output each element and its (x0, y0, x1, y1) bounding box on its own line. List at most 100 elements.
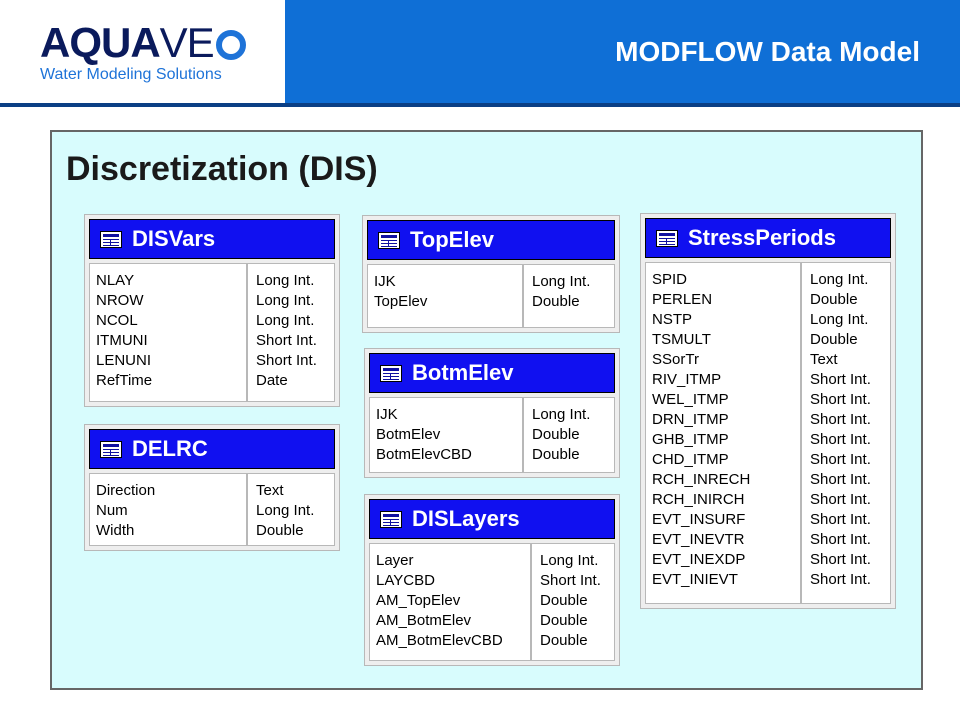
field-type: Double (256, 522, 304, 539)
field-name: RefTime (96, 372, 153, 389)
table-title: DELRC (132, 436, 208, 461)
table-header: DISVars (89, 219, 335, 259)
field-type: Short Int. (810, 571, 871, 588)
field-name: RCH_INIRCH (652, 491, 745, 508)
field-type: Short Int. (810, 491, 871, 508)
table-body: SPID PERLEN NSTP TSMULT SSorTr RIV_ITMP WEL_IT… (645, 262, 891, 604)
table-icon (100, 230, 122, 248)
field-name: EVT_INIEVT (652, 571, 738, 588)
table-icon (380, 510, 402, 528)
field-name: PERLEN (652, 291, 713, 308)
table-title: BotmElev (412, 360, 514, 385)
field-name: TSMULT (652, 331, 711, 348)
field-types-column: Long Int. Double Long Int. Double Text Short … (802, 263, 890, 603)
field-name: GHB_ITMP (652, 431, 729, 448)
logo-ring-icon (215, 30, 246, 60)
field-type: Double (810, 331, 858, 348)
table-header: TopElev (367, 220, 615, 260)
field-name: DRN_ITMP (652, 411, 729, 428)
slide-title: MODFLOW Data Model (615, 36, 920, 67)
field-name: RIV_ITMP (652, 371, 722, 388)
field-name: Direction (96, 482, 156, 499)
field-type: Short Int. (810, 431, 871, 448)
field-type: Short Int. (810, 511, 871, 528)
field-name: EVT_INEXDP (652, 551, 746, 568)
field-types-column: Long Int. Double (524, 265, 614, 327)
field-type: Short Int. (810, 451, 871, 468)
table-body: Layer LAYCBD AM_TopElev AM_BotmElev AM_BotmE… (369, 543, 615, 661)
field-name: BotmElev (376, 426, 441, 443)
field-names-column: Direction Num Width (90, 474, 248, 545)
field-name: RCH_INRECH (652, 471, 751, 488)
logo-rest-text: VE (159, 19, 215, 66)
field-type: Double (540, 632, 588, 649)
field-names-column: Layer LAYCBD AM_TopElev AM_BotmElev AM_BotmE… (370, 544, 532, 660)
field-names-column: IJK TopElev (368, 265, 524, 327)
field-name: LENUNI (96, 352, 152, 369)
field-type: Double (810, 291, 858, 308)
field-type: Long Int. (810, 311, 869, 328)
table-body: Direction Num Width Text Long Int. Double (89, 473, 335, 546)
field-type: Short Int. (256, 352, 317, 369)
field-name: Layer (376, 552, 414, 569)
field-type: Double (540, 612, 588, 629)
field-types-column: Text Long Int. Double (248, 474, 334, 545)
field-type: Short Int. (540, 572, 601, 589)
table-icon (380, 364, 402, 382)
table-title: TopElev (410, 227, 494, 252)
field-name: NROW (96, 292, 144, 309)
field-type: Short Int. (810, 371, 871, 388)
field-types-column: Long Int. Short Int. Double Double Double (532, 544, 614, 660)
field-name: SPID (652, 271, 688, 288)
field-name: NLAY (96, 272, 135, 289)
field-type: Short Int. (256, 332, 317, 349)
field-names-column: NLAY NROW NCOL ITMUNI LENUNI RefTime (90, 264, 248, 401)
field-name: AM_BotmElev (376, 612, 472, 629)
field-name: IJK (376, 406, 398, 423)
panel-title: Discretization (DIS) (66, 150, 378, 188)
field-name: AM_TopElev (376, 592, 461, 609)
field-name: EVT_INSURF (652, 511, 746, 528)
field-name: AM_BotmElevCBD (376, 632, 503, 649)
table-botmelev: BotmElev IJK BotmElev BotmElevCBD Long Int… (364, 348, 620, 478)
field-type: Text (810, 351, 838, 368)
field-type: Text (256, 482, 284, 499)
field-type: Double (532, 446, 580, 463)
field-name: ITMUNI (96, 332, 148, 349)
table-body: IJK TopElev Long Int. Double (367, 264, 615, 328)
field-name: BotmElevCBD (376, 446, 472, 463)
field-name: TopElev (374, 293, 428, 310)
field-type: Double (532, 293, 580, 310)
logo-main-text: AQUA (40, 19, 161, 66)
table-body: NLAY NROW NCOL ITMUNI LENUNI RefTime Long Int… (89, 263, 335, 402)
table-dislayers: DISLayers Layer LAYCBD AM_TopElev AM_BotmEl… (364, 494, 620, 666)
table-header: DISLayers (369, 499, 615, 539)
field-type: Short Int. (810, 531, 871, 548)
table-icon (656, 229, 678, 247)
field-name: WEL_ITMP (652, 391, 729, 408)
field-type: Long Int. (532, 406, 591, 423)
table-header: StressPeriods (645, 218, 891, 258)
field-name: SSorTr (652, 351, 699, 368)
table-stressperiods: StressPeriods SPID PERLEN NSTP TSMULT SSorTr… (640, 213, 896, 609)
field-name: CHD_ITMP (652, 451, 729, 468)
field-type: Short Int. (810, 391, 871, 408)
field-type: Short Int. (810, 551, 871, 568)
table-body: IJK BotmElev BotmElevCBD Long Int. Double Do… (369, 397, 615, 473)
field-name: NSTP (652, 311, 693, 328)
field-type: Long Int. (256, 272, 315, 289)
field-type: Long Int. (540, 552, 599, 569)
logo-wordmark: AQUAVE (40, 20, 246, 66)
table-delrc: DELRC Direction Num Width Text Long Int. Dou… (84, 424, 340, 551)
field-name: IJK (374, 273, 396, 290)
field-types-column: Long Int. Long Int. Long Int. Short Int. Sho… (248, 264, 334, 401)
field-name: NCOL (96, 312, 138, 329)
field-type: Long Int. (256, 312, 315, 329)
table-title: DISLayers (412, 506, 520, 531)
field-name: Num (96, 502, 128, 519)
field-type: Date (256, 372, 288, 389)
field-type: Long Int. (810, 271, 869, 288)
field-type: Long Int. (256, 502, 315, 519)
logo-tagline: Water Modeling Solutions (40, 66, 222, 83)
logo: AQUAVE Water Modeling Solutions (0, 0, 285, 103)
